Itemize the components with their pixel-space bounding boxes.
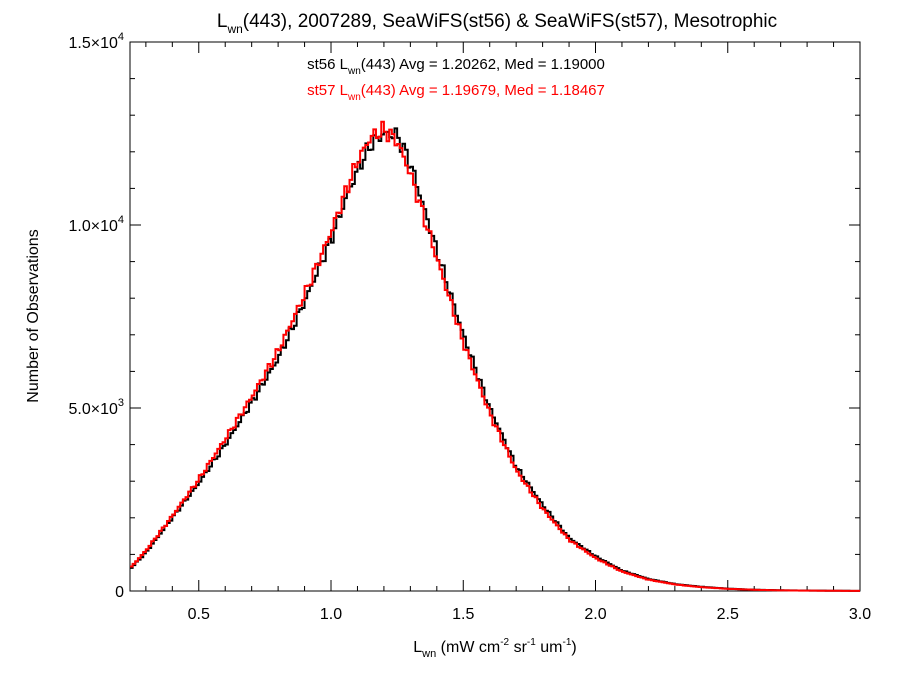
x-tick-label: 0.5 [188, 606, 210, 623]
series-st56-histogram [130, 127, 860, 592]
x-tick-label: 2.0 [584, 606, 606, 623]
x-tick-label: 2.5 [717, 606, 739, 623]
plot-frame [129, 41, 861, 592]
y-tick-label: 1.0×104 [68, 214, 124, 235]
series-st57-histogram [130, 120, 860, 592]
series-layer [130, 120, 860, 592]
title-subscript: wn [226, 22, 242, 36]
chart-title: Lwn(443), 2007289, SeaWiFS(st56) & SeaWi… [217, 11, 777, 36]
y-tick-label: 0 [115, 584, 124, 601]
x-axis-label: Lwn (mW cm-2 sr-1 um-1) [413, 637, 576, 660]
x-tick-label: 3.0 [849, 606, 871, 623]
axes: 0.5 1.0 1.5 2.0 2.5 3.0 0 5.0×103 1.0×104 1.5×104 [68, 31, 871, 623]
y-tick-label: 1.5×104 [68, 31, 124, 52]
x-tick-label: 1.5 [452, 606, 474, 623]
annotation-st57: st57 Lwn(443) Avg = 1.19679, Med = 1.184… [307, 82, 605, 103]
y-tick-label: 5.0×103 [68, 397, 124, 418]
annotation-st56: st56 Lwn(443) Avg = 1.20262, Med = 1.190… [307, 56, 605, 77]
y-axis-label: Number of Observations [25, 229, 42, 402]
x-tick-label: 1.0 [320, 606, 342, 623]
